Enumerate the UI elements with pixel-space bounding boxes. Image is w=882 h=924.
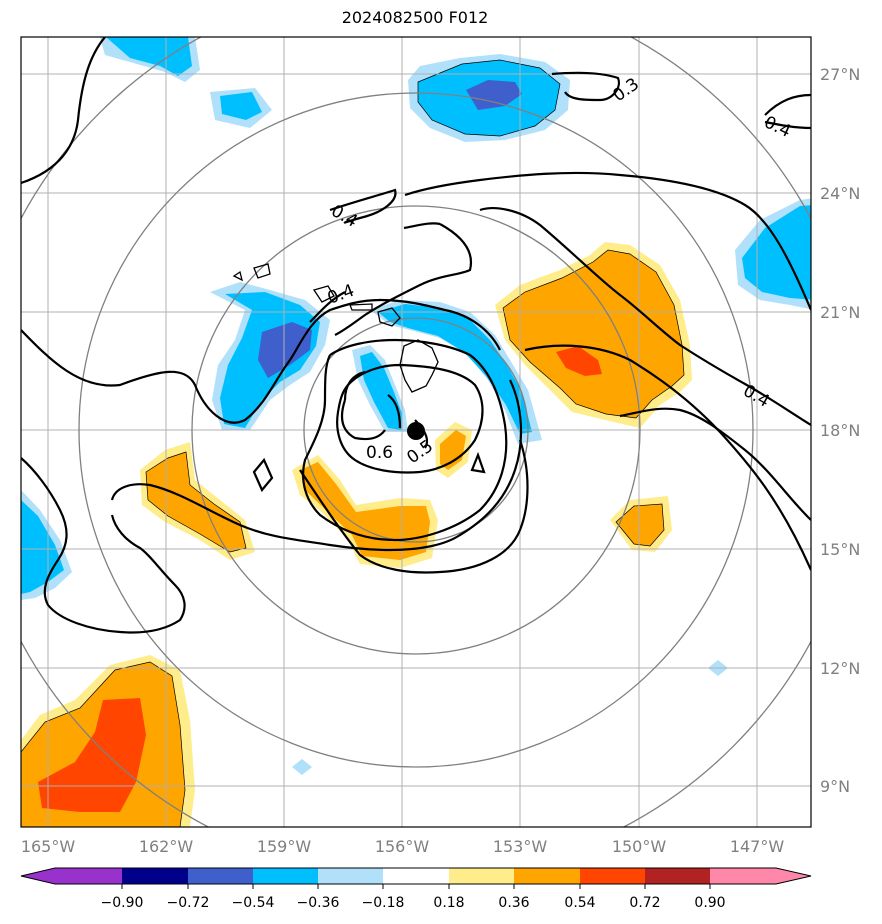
y-tick-labels: 9°N 12°N 15°N 18°N 21°N 24°N 27°N <box>820 65 860 796</box>
field-region <box>292 759 312 775</box>
contour-lines <box>21 37 811 634</box>
contour-line <box>764 120 811 130</box>
colorbar-segment <box>188 868 253 884</box>
contour-line <box>340 399 386 441</box>
x-tick-label: 159°W <box>257 837 312 856</box>
field-region <box>440 430 466 470</box>
contour-line <box>764 93 811 116</box>
island-niihau <box>232 270 243 282</box>
colorbar-segment <box>514 868 580 884</box>
y-tick-label: 12°N <box>820 659 860 678</box>
chart-title: 2024082500 F012 <box>341 8 489 27</box>
field-outline <box>145 451 247 553</box>
x-tick-label: 150°W <box>612 837 667 856</box>
y-tick-label: 21°N <box>820 303 860 322</box>
field-region <box>21 500 64 594</box>
contour-line <box>21 37 106 185</box>
colorbar-tick-label: 0.90 <box>694 895 725 911</box>
colorbar-segment <box>449 868 514 884</box>
island-hawaii <box>399 339 439 393</box>
field-region <box>360 352 402 430</box>
colorbar-tick-label: −0.18 <box>362 895 405 911</box>
colorbar-extend-high <box>776 868 811 884</box>
storm-center-marker <box>407 422 425 440</box>
colorbar-segment <box>580 868 645 884</box>
colorbar-tick-label: −0.90 <box>101 895 144 911</box>
colorbar-outline <box>20 867 812 885</box>
colorbar-tick-label: −0.36 <box>297 895 340 911</box>
x-tick-label: 165°W <box>21 837 76 856</box>
x-tick-label: 156°W <box>375 837 430 856</box>
contour-line <box>252 457 274 493</box>
colorbar-segment <box>55 868 122 884</box>
x-tick-labels: 165°W 162°W 159°W 156°W 153°W 150°W 147°… <box>21 837 785 856</box>
contour-line <box>21 457 186 634</box>
field-region <box>556 346 602 376</box>
y-tick-label: 9°N <box>820 777 850 796</box>
colorbar-tick-label: 0.54 <box>564 895 595 911</box>
colorbar-tick-label: −0.72 <box>167 895 210 911</box>
contour-line <box>21 298 501 424</box>
field-outline <box>21 661 186 827</box>
map-area: 0.3 0.4 0.4 0.4 0.4 0.6 0.5 <box>21 37 811 827</box>
field-region <box>220 92 262 120</box>
field-region <box>38 698 146 812</box>
contour-line <box>309 291 346 323</box>
colorbar-tick-label: 0.18 <box>433 895 464 911</box>
x-tick-label: 153°W <box>493 837 548 856</box>
colorbar-segment <box>253 868 318 884</box>
field-outline <box>615 503 665 547</box>
colorbar-extend-low <box>21 868 55 884</box>
field-region <box>466 80 522 110</box>
island-maui <box>377 307 401 327</box>
x-tick-label: 162°W <box>139 837 194 856</box>
y-tick-label: 24°N <box>820 184 860 203</box>
range-ring <box>191 205 641 655</box>
colorbar-segment <box>122 868 188 884</box>
colorbar-segment <box>645 868 710 884</box>
contour-line <box>299 439 529 574</box>
field-region <box>258 322 312 378</box>
colorbar-segment <box>710 868 776 884</box>
field-region <box>378 304 532 434</box>
field-region <box>300 462 430 560</box>
colorbar-segment <box>318 868 383 884</box>
island-kauai <box>253 263 271 279</box>
y-tick-label: 15°N <box>820 540 860 559</box>
colorbar: −0.90 −0.72 −0.54 −0.36 −0.18 0.18 0.36 … <box>20 867 812 911</box>
contour-line <box>479 207 811 426</box>
contour-line <box>343 370 366 401</box>
contour-line <box>403 222 441 230</box>
contour-line <box>334 223 473 336</box>
island-oahu <box>312 285 335 303</box>
contour-label: 0.6 <box>366 443 393 463</box>
range-ring <box>303 317 529 543</box>
contour-line <box>336 363 484 474</box>
field-region <box>106 37 192 76</box>
contour-line <box>387 394 402 429</box>
range-ring <box>78 92 754 768</box>
field-region <box>616 504 664 546</box>
contour-line <box>329 188 397 224</box>
colorbar-tick-label: 0.36 <box>498 895 529 911</box>
contour-line <box>470 451 486 474</box>
field-region <box>146 452 246 552</box>
contour-line <box>110 379 523 552</box>
contour-line <box>524 344 811 571</box>
colorbar-tick-label: 0.72 <box>629 895 660 911</box>
contour-line <box>302 338 508 542</box>
field-region <box>742 205 811 300</box>
contour-line <box>404 171 811 311</box>
x-tick-label: 147°W <box>730 837 785 856</box>
field-outline <box>502 249 685 419</box>
y-tick-label: 18°N <box>820 421 860 440</box>
contour-line <box>619 407 811 521</box>
y-tick-label: 27°N <box>820 65 860 84</box>
range-rings <box>21 37 811 827</box>
colorbar-segment <box>383 868 449 884</box>
map-frame <box>20 36 812 828</box>
contour-line <box>551 71 620 102</box>
colorbar-tick-label: −0.54 <box>232 895 275 911</box>
